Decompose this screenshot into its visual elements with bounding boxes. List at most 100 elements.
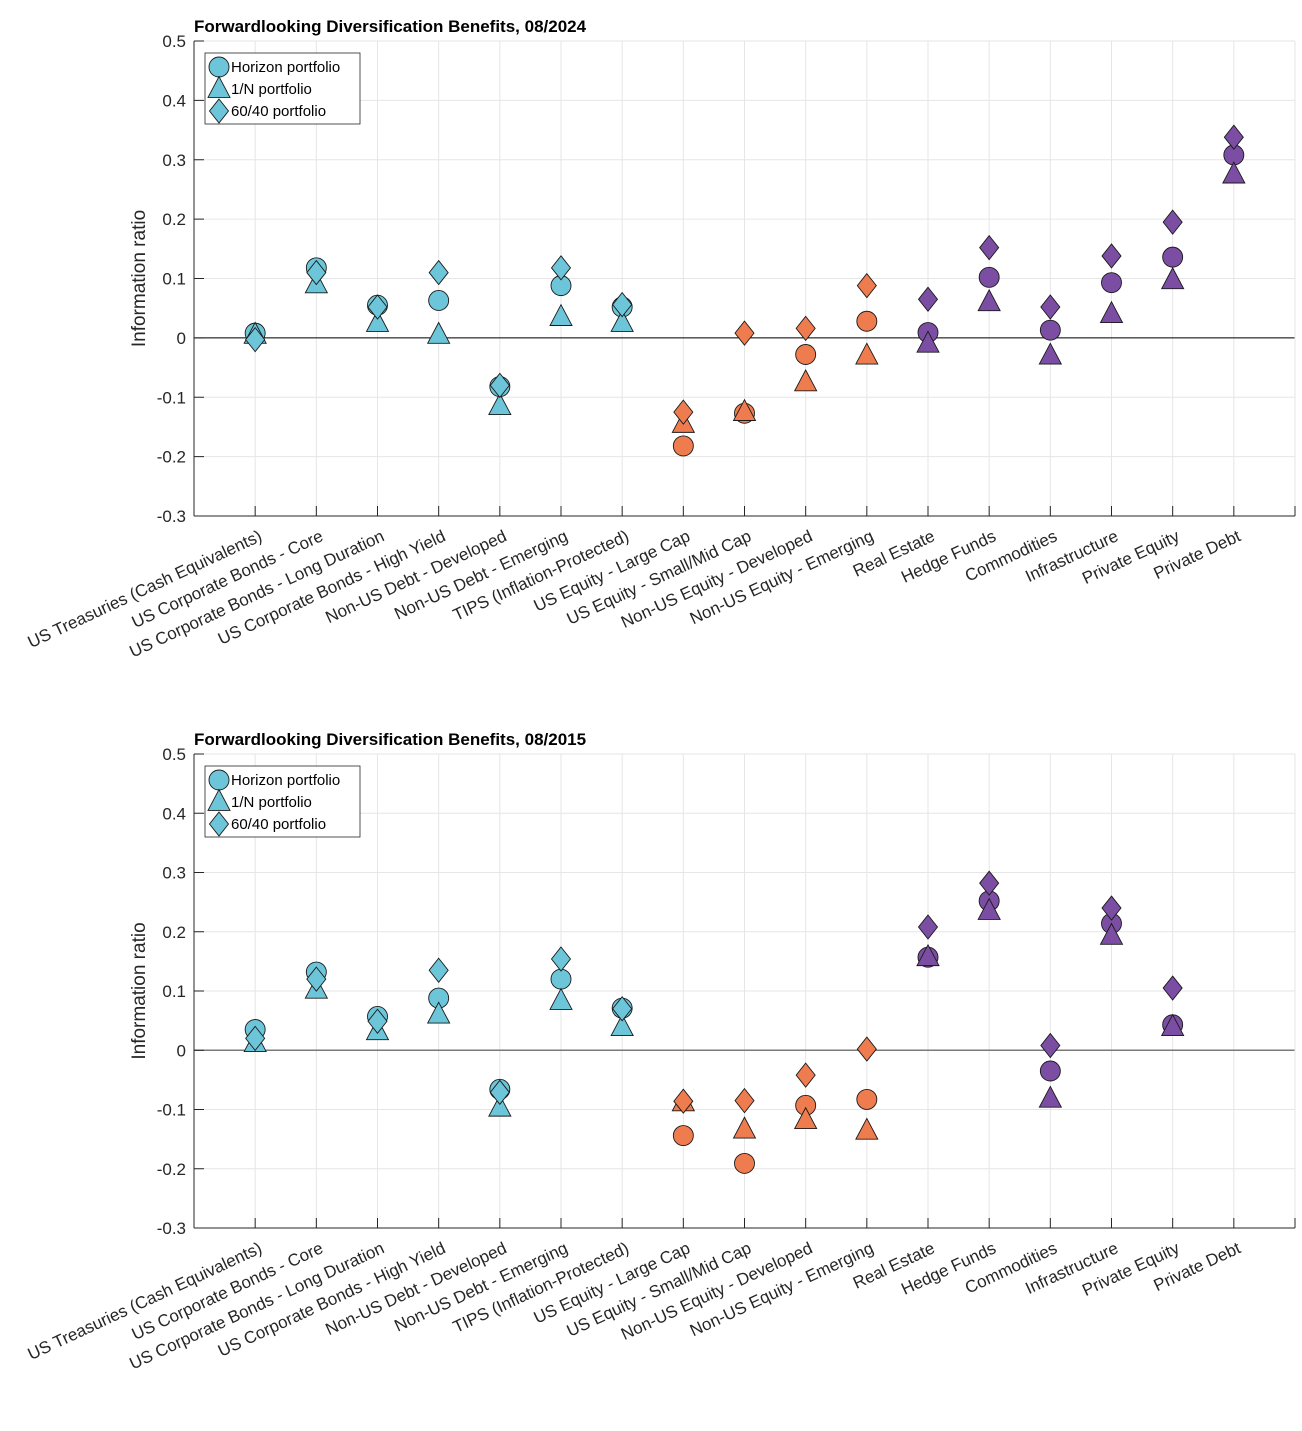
chart-panel-2024: -0.3 -0.2 -0.1 0 0.1 0.2 0.3 0.4 0.5 US Treasuri… <box>25 17 1296 661</box>
triangle-marker <box>916 330 940 353</box>
y-tick-label: 0.4 <box>162 804 186 823</box>
legend-box <box>204 52 361 125</box>
diamond-marker <box>428 259 449 286</box>
y-axis: -0.3 -0.2 -0.1 0 0.1 0.2 0.3 0.4 0.5 <box>157 32 204 526</box>
y-tick-label: -0.2 <box>157 1160 186 1179</box>
triangle-marker <box>977 288 1001 312</box>
y-tick-label: 0.3 <box>162 864 186 883</box>
legend-label: 60/40 portfolio <box>231 103 326 120</box>
triangle-marker <box>1222 161 1246 184</box>
y-axis-label: Information ratio <box>129 210 150 347</box>
triangle-marker <box>610 309 634 332</box>
y-tick-label: 0.5 <box>162 745 186 764</box>
diamond-marker <box>612 996 633 1022</box>
chart-panel-2015: -0.3 -0.2 -0.1 0 0.1 0.2 0.3 0.4 0.5 US Treasuri… <box>25 730 1296 1373</box>
legend-circle-icon <box>208 56 230 78</box>
diamond-marker <box>1162 975 1183 1001</box>
triangle-marker <box>916 943 940 967</box>
triangle-marker <box>793 1106 818 1130</box>
diamond-marker <box>245 1025 266 1052</box>
diamond-marker <box>673 1088 694 1114</box>
y-tick-label: -0.3 <box>157 507 186 526</box>
legend-diamond-icon <box>208 98 230 124</box>
circle-marker <box>856 1088 878 1110</box>
diamond-marker <box>367 294 388 320</box>
legend-box <box>204 765 361 838</box>
diamond-marker <box>856 272 877 299</box>
circle-marker <box>795 344 817 365</box>
diamond-marker <box>979 234 1000 261</box>
y-tick-label: -0.1 <box>157 388 186 407</box>
circle-marker <box>1162 246 1184 268</box>
diamond-marker <box>306 966 327 992</box>
circle-marker <box>856 310 878 332</box>
triangle-marker <box>365 309 390 332</box>
diamond-marker <box>245 326 266 353</box>
diamond-marker <box>673 399 694 425</box>
diamond-marker <box>489 372 510 399</box>
x-axis: US Treasuries (Cash Equivalents)US Corpo… <box>25 506 1296 661</box>
circle-marker <box>428 290 450 311</box>
y-tick-label: 0.3 <box>162 151 186 170</box>
y-tick-label: -0.2 <box>157 448 186 467</box>
triangle-marker <box>732 398 757 421</box>
y-tick-label: 0.1 <box>162 270 186 289</box>
y-tick-label: 0.1 <box>162 982 186 1001</box>
legend-circle-icon <box>208 769 230 791</box>
triangle-marker <box>1099 922 1124 945</box>
triangle-marker <box>488 392 512 416</box>
y-tick-label: -0.3 <box>157 1219 186 1238</box>
y-axis-label: Information ratio <box>129 922 150 1059</box>
legend-label: 1/N portfolio <box>231 794 312 811</box>
chart-title: Forwardlooking Diversification Benefits,… <box>194 17 587 36</box>
circle-marker <box>672 1125 694 1147</box>
triangle-marker <box>855 342 879 365</box>
y-tick-label: 0.4 <box>162 91 186 110</box>
triangle-marker <box>855 1117 879 1140</box>
circle-marker <box>1039 319 1061 341</box>
legend-label: 60/40 portfolio <box>231 816 326 833</box>
y-tick-label: 0.2 <box>162 923 186 942</box>
diamond-marker <box>795 1062 816 1088</box>
diamond-marker <box>917 286 939 313</box>
diamond-marker <box>1040 294 1061 320</box>
y-axis: -0.3 -0.2 -0.1 0 0.1 0.2 0.3 0.4 0.5 <box>157 745 204 1238</box>
circle-marker <box>1101 272 1122 294</box>
y-tick-label: 0 <box>177 1041 186 1060</box>
circle-marker <box>978 266 1000 288</box>
triangle-marker <box>732 1116 757 1139</box>
diamond-marker <box>1101 243 1122 269</box>
triangle-marker <box>1160 266 1185 290</box>
triangle-marker <box>977 897 1001 920</box>
diamond-marker <box>795 315 816 342</box>
triangle-marker <box>610 1013 634 1036</box>
legend: Horizon portfolio 1/N portfolio 60/40 port… <box>204 52 361 125</box>
diamond-marker <box>734 1087 755 1114</box>
circle-marker <box>672 435 694 457</box>
diamond-marker <box>612 291 633 318</box>
triangle-marker <box>426 321 451 344</box>
y-tick-label: 0 <box>177 329 186 348</box>
y-tick-label: 0.5 <box>162 32 186 51</box>
triangle-marker <box>1099 300 1124 323</box>
triangle-marker <box>1038 342 1063 365</box>
triangle-marker <box>549 987 573 1010</box>
chart-title: Forwardlooking Diversification Benefits,… <box>194 730 586 749</box>
diamond-marker <box>367 1008 388 1034</box>
triangle-marker <box>549 303 573 326</box>
legend-label: Horizon portfolio <box>231 772 340 789</box>
triangle-marker <box>1038 1085 1063 1108</box>
circle-marker <box>550 968 572 990</box>
diamond-marker <box>550 255 572 281</box>
y-tick-label: 0.2 <box>162 210 186 229</box>
legend-triangle-icon <box>207 788 231 811</box>
diamond-marker <box>306 259 327 286</box>
diamond-marker <box>1040 1032 1061 1059</box>
diamond-marker <box>489 1079 510 1106</box>
circle-marker <box>734 1152 755 1174</box>
legend-label: Horizon portfolio <box>231 59 340 76</box>
triangle-marker <box>426 1001 451 1024</box>
legend-label: 1/N portfolio <box>231 81 312 98</box>
legend-triangle-icon <box>207 75 231 98</box>
